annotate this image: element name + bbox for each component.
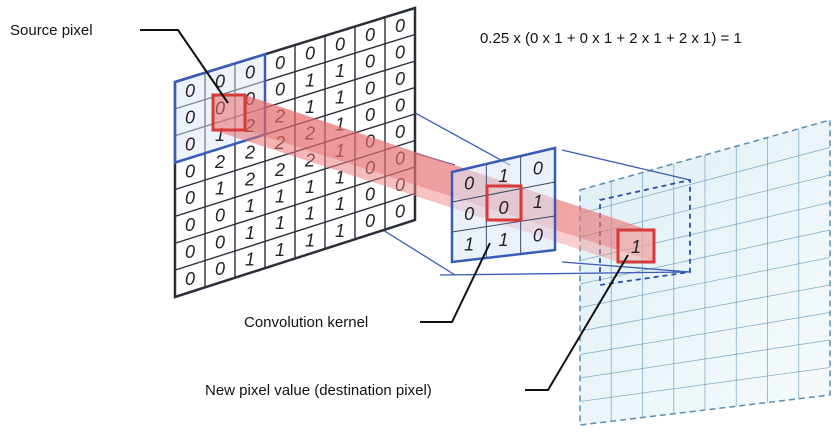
kernel-value: 1 bbox=[464, 235, 474, 255]
dest-grid-line bbox=[579, 312, 831, 355]
source-grid-value: 0 bbox=[365, 105, 375, 125]
kernel-grid-line bbox=[451, 215, 556, 233]
kernel-value: 0 bbox=[464, 204, 474, 224]
source-grid-value: 1 bbox=[335, 168, 345, 188]
source-grid-value: 0 bbox=[335, 34, 345, 54]
kernel-value: 0 bbox=[464, 173, 474, 193]
source-grid-value: 0 bbox=[365, 52, 375, 72]
kernel-value: 1 bbox=[498, 230, 508, 250]
dest-grid-line bbox=[579, 367, 831, 402]
source-grid-value: 0 bbox=[365, 25, 375, 45]
source-grid-value: 0 bbox=[365, 211, 375, 231]
kernel-value: 1 bbox=[498, 166, 508, 186]
convolution-kernel-grid: 0 1 0 0 0 1 1 1 0 bbox=[450, 146, 557, 264]
kernel-value: 0 bbox=[498, 198, 508, 218]
source-grid-value: 0 bbox=[275, 53, 285, 73]
kernel-center-highlight bbox=[485, 184, 523, 222]
source-grid-value: 0 bbox=[395, 95, 405, 115]
source-grid-value: 1 bbox=[215, 125, 225, 145]
source-grid-value: 1 bbox=[335, 114, 345, 134]
source-grid-value: 0 bbox=[395, 122, 405, 142]
kernel-value: 0 bbox=[533, 159, 543, 179]
source-grid-value: 0 bbox=[395, 16, 405, 36]
source-grid-value: 1 bbox=[275, 240, 285, 260]
source-grid-value: 0 bbox=[215, 72, 225, 92]
source-grid-value: 0 bbox=[185, 188, 195, 208]
source-grid-value: 0 bbox=[275, 80, 285, 100]
dest-grid-line bbox=[579, 257, 831, 308]
source-grid-value: 1 bbox=[245, 250, 255, 270]
source-grid-value: 0 bbox=[185, 242, 195, 262]
source-grid-value: 0 bbox=[215, 232, 225, 252]
destination-pixel-value: 1 bbox=[631, 237, 641, 257]
source-grid-value: 0 bbox=[185, 81, 195, 101]
source-grid-value: 0 bbox=[305, 44, 315, 64]
source-grid-value: 2 bbox=[214, 152, 225, 172]
source-grid-value: 1 bbox=[335, 61, 345, 81]
dest-grid-line bbox=[579, 284, 831, 332]
source-grid-value: 2 bbox=[244, 143, 255, 163]
source-grid-value: 0 bbox=[365, 185, 375, 205]
callout-lines bbox=[140, 29, 629, 391]
source-grid-value: 0 bbox=[185, 135, 195, 155]
dest-grid-line bbox=[579, 339, 831, 379]
source-grid-value: 1 bbox=[305, 204, 315, 224]
source-grid-value: 1 bbox=[335, 221, 345, 241]
source-grid-value: 2 bbox=[274, 160, 285, 180]
dest-grid-line bbox=[579, 229, 831, 285]
source-pixel-label: Source pixel bbox=[10, 22, 93, 39]
convolution-kernel-label: Convolution kernel bbox=[244, 314, 368, 331]
source-grid-value: 2 bbox=[244, 169, 255, 189]
source-grid-value: 0 bbox=[395, 42, 405, 62]
destination-image-grid bbox=[579, 119, 831, 426]
source-grid-value: 1 bbox=[245, 223, 255, 243]
source-grid-value: 1 bbox=[245, 196, 255, 216]
source-grid-line bbox=[174, 192, 416, 271]
source-grid-value: 0 bbox=[185, 269, 195, 289]
source-grid-value: 0 bbox=[365, 78, 375, 98]
source-grid-value: 0 bbox=[395, 69, 405, 89]
source-pixel-highlight bbox=[211, 93, 247, 132]
source-grid-value: 1 bbox=[335, 88, 345, 108]
kernel-value: 1 bbox=[533, 192, 543, 212]
source-grid-value: 1 bbox=[305, 70, 315, 90]
source-grid-value: 1 bbox=[305, 177, 315, 197]
source-grid-value: 1 bbox=[305, 97, 315, 117]
source-grid-value: 1 bbox=[275, 187, 285, 207]
source-grid-value: 0 bbox=[215, 259, 225, 279]
source-grid-value: 0 bbox=[215, 206, 225, 226]
kernel-grid-line bbox=[451, 181, 556, 203]
source-grid-value: 1 bbox=[305, 230, 315, 250]
source-grid-value: 0 bbox=[185, 161, 195, 181]
destination-pixel-label: New pixel value (destination pixel) bbox=[205, 382, 432, 399]
source-grid-value: 0 bbox=[185, 215, 195, 235]
kernel-value: 0 bbox=[533, 225, 543, 245]
source-grid-value: 0 bbox=[245, 62, 255, 82]
source-grid-value: 1 bbox=[335, 194, 345, 214]
source-grid-value: 0 bbox=[395, 202, 405, 222]
source-grid-value: 1 bbox=[275, 213, 285, 233]
dest-grid-line bbox=[579, 147, 831, 214]
source-grid-value: 0 bbox=[185, 108, 195, 128]
formula-text: 0.25 x (0 x 1 + 0 x 1 + 2 x 1 + 2 x 1) =… bbox=[480, 30, 742, 47]
destination-pixel-highlight bbox=[616, 228, 656, 264]
source-grid-value: 1 bbox=[215, 179, 225, 199]
